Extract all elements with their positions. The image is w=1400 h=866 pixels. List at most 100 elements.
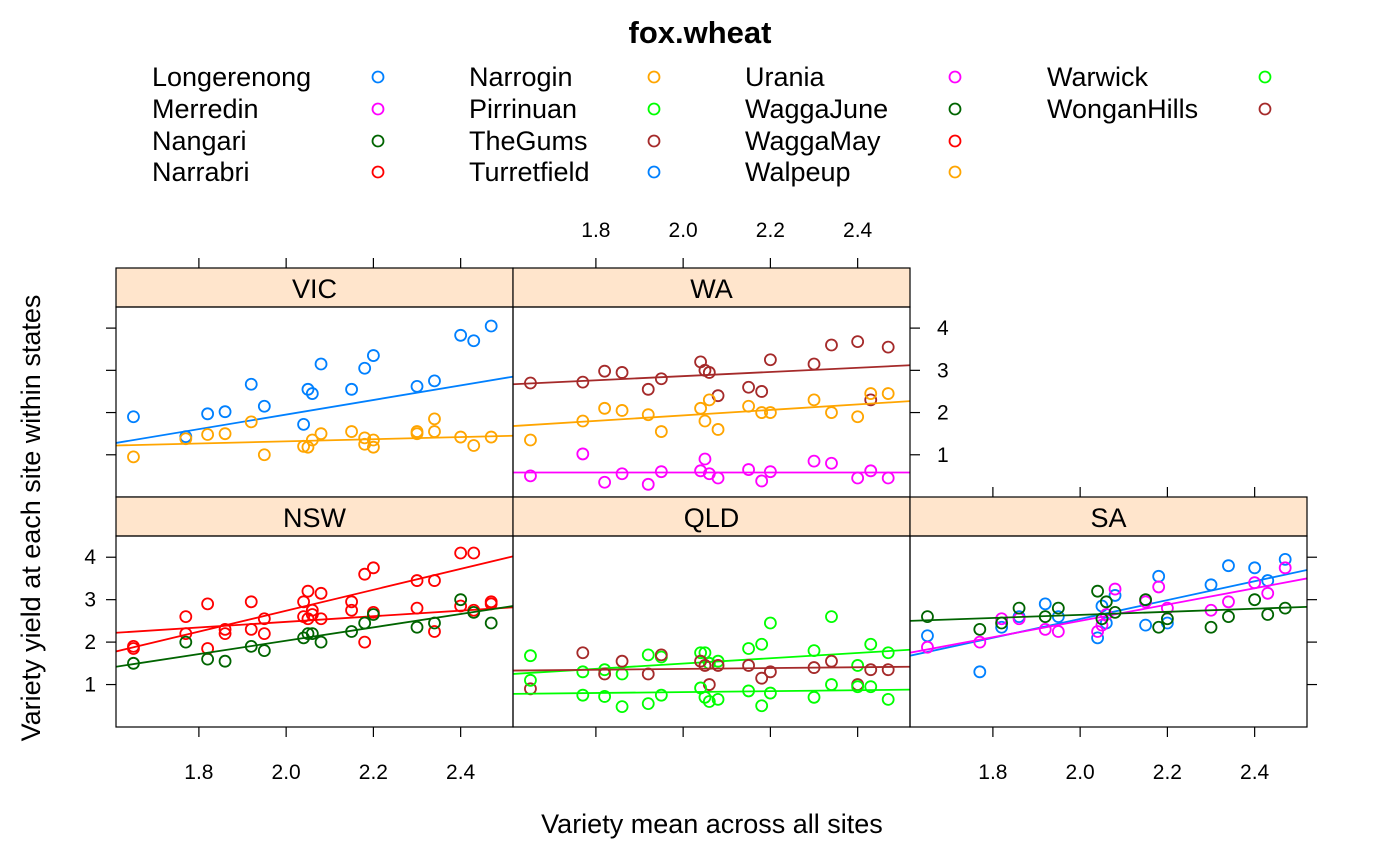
data-point: [257, 399, 271, 413]
data-point: [1160, 612, 1174, 626]
legend-symbol: [948, 165, 962, 179]
data-point: [410, 427, 424, 441]
data-point: [702, 393, 716, 407]
data-point: [615, 467, 629, 481]
x-tick-label: 2.0: [669, 219, 698, 242]
data-point: [995, 620, 1009, 634]
data-point: [763, 665, 777, 679]
data-point: [807, 454, 821, 468]
legend-label: Warwick: [1047, 62, 1148, 92]
data-point: [1152, 569, 1166, 583]
data-point: [921, 629, 934, 643]
data-point: [1222, 610, 1235, 624]
data-point: [763, 686, 777, 700]
data-point: [864, 464, 878, 478]
panel-frame: [909, 535, 1308, 728]
legend-symbol: [647, 70, 661, 84]
data-point: [1248, 576, 1262, 590]
data-point: [851, 471, 865, 485]
data-point: [711, 654, 725, 668]
data-point: [576, 665, 590, 679]
data-point: [314, 357, 328, 371]
data-point: [742, 684, 755, 698]
data-point: [218, 654, 232, 668]
data-point: [576, 447, 590, 461]
panels: VIC WA NSW QLD SA: [115, 267, 1308, 728]
legend-label: Urania: [745, 62, 826, 92]
data-point: [654, 425, 668, 438]
data-point: [257, 448, 271, 462]
data-point: [576, 688, 590, 702]
data-point: [127, 639, 140, 653]
data-point: [598, 667, 612, 681]
data-point: [314, 635, 328, 649]
data-point: [297, 595, 310, 609]
legend-label: Nangari: [152, 126, 247, 156]
fit-line: [910, 569, 1307, 657]
data-point: [366, 440, 380, 454]
data-point: [995, 612, 1009, 626]
data-point: [576, 414, 590, 428]
y-axis-label: Variety yield at each site within states: [16, 295, 46, 742]
data-point: [257, 644, 271, 657]
data-point: [127, 656, 140, 670]
data-point: [742, 380, 755, 394]
panel-nsw: NSW: [115, 496, 514, 728]
data-point: [179, 635, 193, 649]
data-point: [698, 659, 712, 672]
data-point: [305, 627, 319, 641]
data-point: [467, 334, 481, 348]
data-point: [484, 616, 498, 630]
data-point: [825, 456, 838, 470]
data-point: [1038, 597, 1052, 611]
legend-label: WaggaJune: [745, 94, 888, 124]
data-point: [358, 635, 372, 649]
data-point: [825, 406, 838, 419]
data-point: [702, 366, 716, 379]
data-point: [698, 452, 712, 466]
data-point: [244, 639, 258, 653]
data-point: [598, 690, 612, 703]
data-point: [484, 430, 498, 444]
panel-strip: [909, 496, 1308, 537]
data-point: [358, 567, 372, 581]
data-point: [301, 627, 315, 641]
data-point: [742, 659, 755, 672]
data-point: [345, 603, 358, 617]
data-point: [467, 439, 481, 452]
legend-label: TheGums: [469, 126, 588, 156]
data-point: [301, 382, 315, 396]
data-point: [825, 654, 838, 668]
data-point: [1139, 593, 1152, 607]
data-point: [127, 450, 140, 464]
data-point: [598, 475, 612, 489]
panel-strip: [115, 496, 514, 537]
data-point: [641, 697, 655, 711]
legend-symbol: [948, 70, 962, 84]
data-point: [615, 700, 629, 714]
data-point: [921, 640, 934, 654]
legend-symbol: [1258, 70, 1272, 84]
data-point: [428, 616, 441, 630]
data-point: [1204, 578, 1218, 592]
data-point: [524, 469, 537, 483]
data-point: [1204, 620, 1218, 634]
x-tick-label: 1.8: [184, 761, 213, 784]
data-point: [881, 693, 895, 706]
data-point: [345, 625, 358, 638]
data-point: [851, 659, 865, 672]
data-point: [694, 654, 707, 668]
panel-strip-label: VIC: [292, 274, 337, 304]
axes: 1.8 2.0 2.2 2.4 1.8 2.0 2.2 2.4 1.8 2.0 2.2 2.4 1 2 3 4…: [84, 219, 1317, 784]
panel-strip-label: WA: [690, 274, 733, 304]
data-point: [257, 612, 271, 626]
panel-strip-label: NSW: [283, 503, 347, 533]
fit-line: [910, 605, 1307, 622]
data-point: [755, 474, 769, 488]
data-point: [244, 377, 258, 391]
data-point: [864, 637, 878, 651]
y-tick-label: 3: [84, 589, 96, 612]
data-point: [973, 622, 987, 636]
data-point: [641, 382, 655, 396]
data-point: [454, 430, 468, 444]
